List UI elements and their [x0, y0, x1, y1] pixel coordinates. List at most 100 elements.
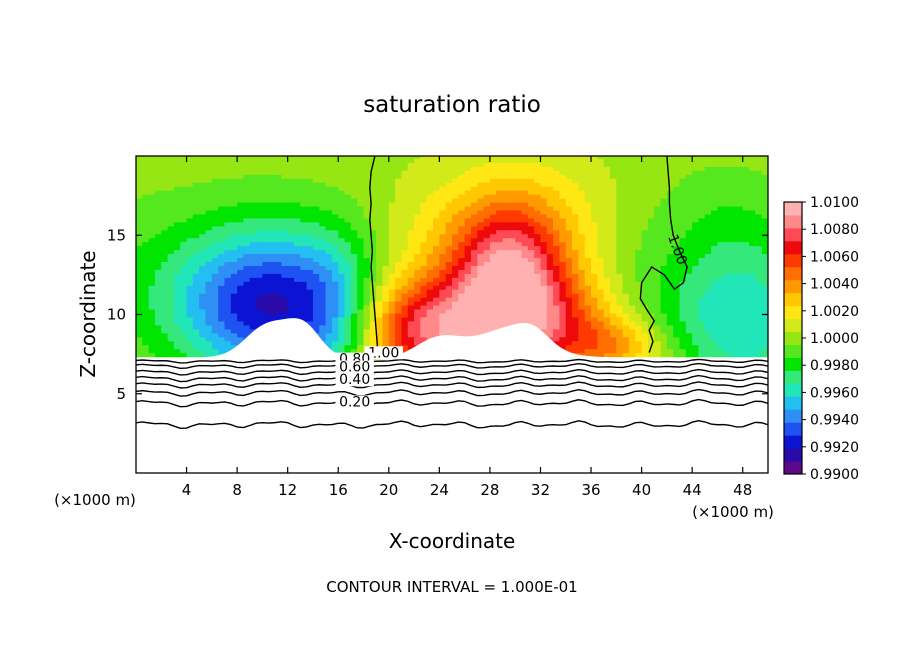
field-cell — [287, 213, 295, 219]
field-cell — [369, 237, 377, 243]
field-cell — [338, 213, 346, 219]
field-cell — [300, 304, 308, 310]
field-cell — [268, 156, 276, 159]
field-cell — [407, 253, 415, 259]
field-cell — [199, 304, 207, 310]
field-cell — [553, 174, 561, 179]
field-cell — [275, 285, 282, 290]
field-cell — [685, 213, 693, 219]
field-cell — [685, 221, 693, 227]
field-cell — [628, 253, 636, 259]
field-cell — [331, 205, 339, 211]
field-cell — [344, 344, 352, 350]
field-cell — [148, 316, 156, 322]
field-cell — [591, 213, 598, 219]
field-cell — [641, 190, 649, 195]
field-cell — [136, 166, 143, 171]
field-cell — [483, 273, 491, 278]
field-cell — [692, 186, 700, 191]
field-cell — [161, 225, 169, 231]
field-cell — [483, 237, 491, 243]
field-cell — [704, 261, 712, 266]
field-cell — [433, 225, 440, 231]
field-cell — [325, 285, 333, 290]
field-cell — [635, 320, 643, 326]
field-cell — [414, 217, 421, 223]
field-cell — [230, 293, 238, 298]
field-cell — [237, 182, 245, 187]
field-cell — [281, 194, 289, 199]
field-cell — [666, 225, 674, 231]
field-cell — [578, 245, 586, 251]
field-cell — [382, 205, 390, 211]
field-cell — [154, 182, 162, 187]
field-cell — [591, 249, 598, 255]
field-cell — [300, 186, 308, 191]
field-cell — [673, 301, 681, 306]
field-cell — [673, 304, 681, 310]
field-cell — [211, 253, 219, 259]
field-cell — [243, 225, 251, 231]
field-cell — [319, 249, 327, 255]
field-cell — [635, 249, 643, 255]
field-cell — [306, 261, 314, 266]
field-cell — [211, 261, 219, 266]
field-cell — [666, 190, 674, 195]
field-cell — [294, 221, 301, 227]
field-cell — [717, 289, 725, 294]
field-cell — [312, 312, 320, 318]
field-cell — [635, 269, 643, 274]
field-cell — [192, 265, 200, 270]
field-cell — [654, 245, 662, 251]
field-cell — [692, 178, 700, 183]
field-cell — [470, 265, 478, 270]
field-cell — [237, 301, 245, 306]
field-cell — [382, 257, 390, 262]
field-cell — [180, 237, 188, 243]
field-cell — [300, 156, 308, 159]
field-cell — [395, 245, 403, 251]
field-cell — [401, 277, 409, 282]
field-cell — [262, 261, 270, 266]
field-cell — [401, 178, 409, 183]
field-cell — [407, 241, 415, 247]
field-cell — [319, 328, 327, 334]
field-cell — [186, 182, 194, 187]
field-cell — [306, 182, 314, 187]
field-cell — [136, 304, 143, 310]
field-cell — [414, 205, 421, 211]
field-cell — [673, 289, 681, 294]
field-cell — [534, 156, 542, 159]
field-cell — [369, 308, 377, 314]
field-cell — [489, 289, 497, 294]
field-cell — [597, 217, 605, 223]
field-cell — [673, 221, 681, 227]
field-cell — [508, 277, 516, 282]
field-cell — [300, 209, 308, 215]
field-cell — [173, 297, 181, 302]
field-cell — [205, 249, 213, 255]
field-cell — [148, 213, 156, 219]
field-cell — [401, 348, 409, 354]
field-cell — [199, 241, 207, 247]
field-cell — [281, 233, 289, 239]
field-cell — [470, 225, 478, 231]
field-cell — [186, 162, 194, 167]
field-cell — [325, 257, 333, 262]
field-cell — [641, 198, 649, 203]
field-cell — [388, 237, 396, 243]
field-cell — [641, 249, 649, 255]
field-cell — [704, 186, 712, 191]
field-cell — [205, 328, 213, 334]
field-cell — [698, 253, 706, 259]
field-cell — [211, 324, 219, 330]
field-cell — [496, 289, 504, 294]
field-cell — [388, 336, 396, 342]
field-cell — [407, 340, 415, 346]
field-cell — [167, 324, 175, 330]
field-cell — [237, 332, 245, 338]
field-cell — [325, 186, 333, 191]
field-cell — [603, 293, 611, 298]
field-cell — [673, 170, 681, 175]
field-cell — [597, 324, 605, 330]
